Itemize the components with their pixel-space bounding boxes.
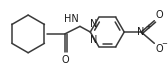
Text: −: − bbox=[161, 41, 167, 47]
Text: HN: HN bbox=[64, 15, 79, 24]
Text: N: N bbox=[137, 27, 145, 37]
Text: N: N bbox=[90, 35, 98, 45]
Text: O: O bbox=[61, 55, 69, 65]
Text: N: N bbox=[90, 19, 98, 29]
Text: O: O bbox=[155, 44, 163, 54]
Text: +: + bbox=[145, 24, 151, 30]
Text: O: O bbox=[155, 10, 163, 20]
